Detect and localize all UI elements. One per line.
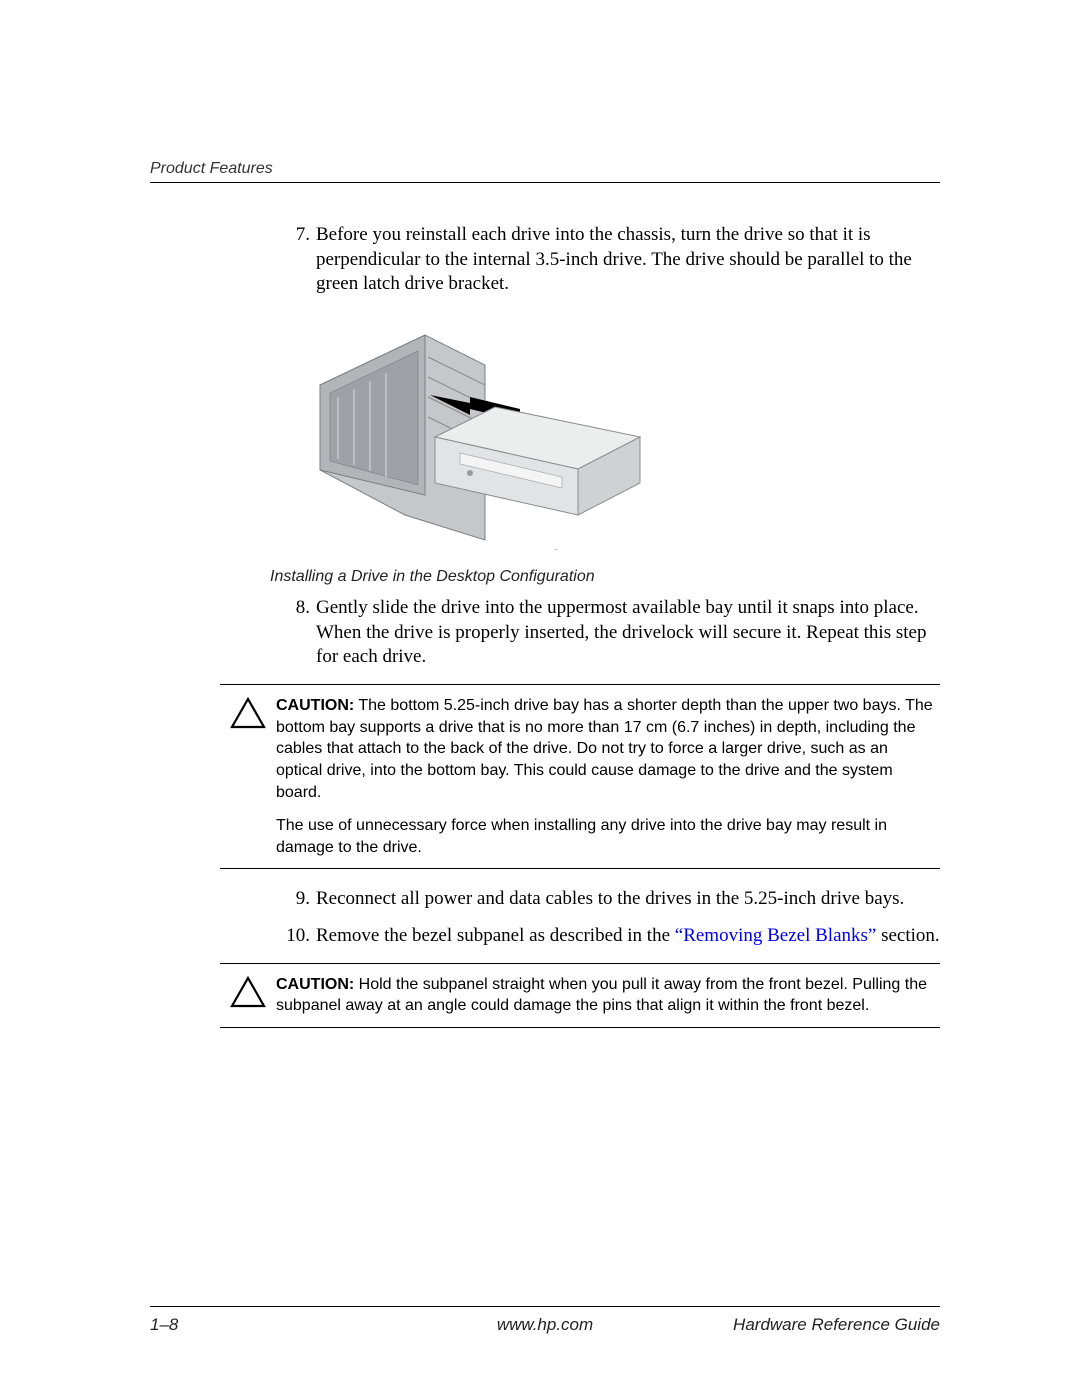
step-number: 7. xyxy=(280,223,310,248)
figure-caption: Installing a Drive in the Desktop Config… xyxy=(270,568,940,586)
drive-illustration xyxy=(310,325,670,550)
caution-text: CAUTION: The bottom 5.25-inch drive bay … xyxy=(276,695,938,858)
figure-install-drive xyxy=(310,325,940,550)
caution-block-2: CAUTION: Hold the subpanel straight when… xyxy=(220,963,940,1028)
caution-text: CAUTION: Hold the subpanel straight when… xyxy=(276,974,938,1017)
section-label: Product Features xyxy=(150,160,273,177)
caution-paragraph: The bottom 5.25-inch drive bay has a sho… xyxy=(276,697,933,800)
step-8: 8. Gently slide the drive into the upper… xyxy=(280,596,940,670)
page-number: 1–8 xyxy=(150,1315,178,1335)
step-number: 10. xyxy=(280,924,310,949)
step-text: Reconnect all power and data cables to t… xyxy=(316,887,940,912)
step-9: 9. Reconnect all power and data cables t… xyxy=(280,887,940,912)
step-7: 7. Before you reinstall each drive into … xyxy=(280,223,940,297)
step-number: 8. xyxy=(280,596,310,621)
caution-paragraph: Hold the subpanel straight when you pull… xyxy=(276,976,927,1015)
caution-paragraph: The use of unnecessary force when instal… xyxy=(276,815,938,858)
step-text: Gently slide the drive into the uppermos… xyxy=(316,596,940,670)
page-footer: 1–8 www.hp.com Hardware Reference Guide xyxy=(150,1306,940,1335)
step-text-pre: Remove the bezel subpanel as described i… xyxy=(316,925,675,946)
step-text: Before you reinstall each drive into the… xyxy=(316,223,940,297)
step-text: Remove the bezel subpanel as described i… xyxy=(316,924,940,949)
step-number: 9. xyxy=(280,887,310,912)
guide-title: Hardware Reference Guide xyxy=(733,1315,940,1335)
document-page: Product Features 7. Before you reinstall… xyxy=(0,0,1080,1397)
caution-icon xyxy=(220,695,276,729)
page-header: Product Features xyxy=(150,160,940,183)
step-10: 10. Remove the bezel subpanel as describ… xyxy=(280,924,940,949)
caution-label: CAUTION: xyxy=(276,976,354,993)
caution-icon xyxy=(220,974,276,1008)
caution-label: CAUTION: xyxy=(276,697,354,714)
footer-url: www.hp.com xyxy=(497,1315,593,1335)
step-text-post: section. xyxy=(876,925,939,946)
content-area: 7. Before you reinstall each drive into … xyxy=(150,223,940,1028)
caution-block-1: CAUTION: The bottom 5.25-inch drive bay … xyxy=(220,684,940,869)
cross-reference-link[interactable]: “Removing Bezel Blanks” xyxy=(675,925,877,946)
